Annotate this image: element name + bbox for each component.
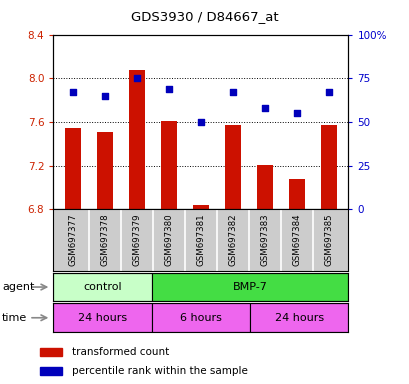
- Point: [229, 89, 236, 95]
- Point: [261, 105, 268, 111]
- Point: [325, 89, 332, 95]
- Bar: [40, 367, 61, 375]
- Text: GDS3930 / D84667_at: GDS3930 / D84667_at: [131, 10, 278, 23]
- Text: GSM697382: GSM697382: [228, 214, 237, 266]
- Bar: [151, 303, 249, 332]
- Text: GSM697380: GSM697380: [164, 214, 173, 266]
- Bar: [249, 303, 348, 332]
- Text: transformed count: transformed count: [72, 347, 169, 357]
- Bar: [256, 164, 272, 209]
- Bar: [192, 205, 209, 209]
- Bar: [225, 125, 240, 209]
- Point: [133, 75, 139, 81]
- Bar: [320, 125, 337, 209]
- Bar: [53, 273, 151, 301]
- Text: 24 hours: 24 hours: [78, 313, 127, 323]
- Text: agent: agent: [2, 282, 34, 292]
- Point: [165, 86, 172, 92]
- Text: BMP-7: BMP-7: [232, 282, 267, 292]
- Point: [69, 89, 76, 95]
- Point: [293, 110, 300, 116]
- Text: GSM697381: GSM697381: [196, 214, 205, 266]
- Bar: [288, 179, 304, 209]
- Point: [101, 93, 108, 99]
- Text: 24 hours: 24 hours: [274, 313, 323, 323]
- Text: control: control: [83, 282, 121, 292]
- Bar: [128, 70, 144, 209]
- Text: GSM697383: GSM697383: [260, 214, 269, 266]
- Point: [197, 119, 204, 125]
- Text: GSM697377: GSM697377: [68, 214, 77, 266]
- Text: percentile rank within the sample: percentile rank within the sample: [72, 366, 248, 376]
- Bar: [97, 132, 112, 209]
- Bar: [40, 348, 61, 356]
- Text: GSM697384: GSM697384: [292, 214, 301, 266]
- Text: GSM697385: GSM697385: [324, 214, 333, 266]
- Bar: [160, 121, 176, 209]
- Text: GSM697379: GSM697379: [132, 214, 141, 266]
- Bar: [53, 303, 151, 332]
- Bar: [64, 129, 81, 209]
- Text: time: time: [2, 313, 27, 323]
- Bar: [151, 273, 348, 301]
- Text: GSM697378: GSM697378: [100, 214, 109, 266]
- Text: 6 hours: 6 hours: [180, 313, 221, 323]
